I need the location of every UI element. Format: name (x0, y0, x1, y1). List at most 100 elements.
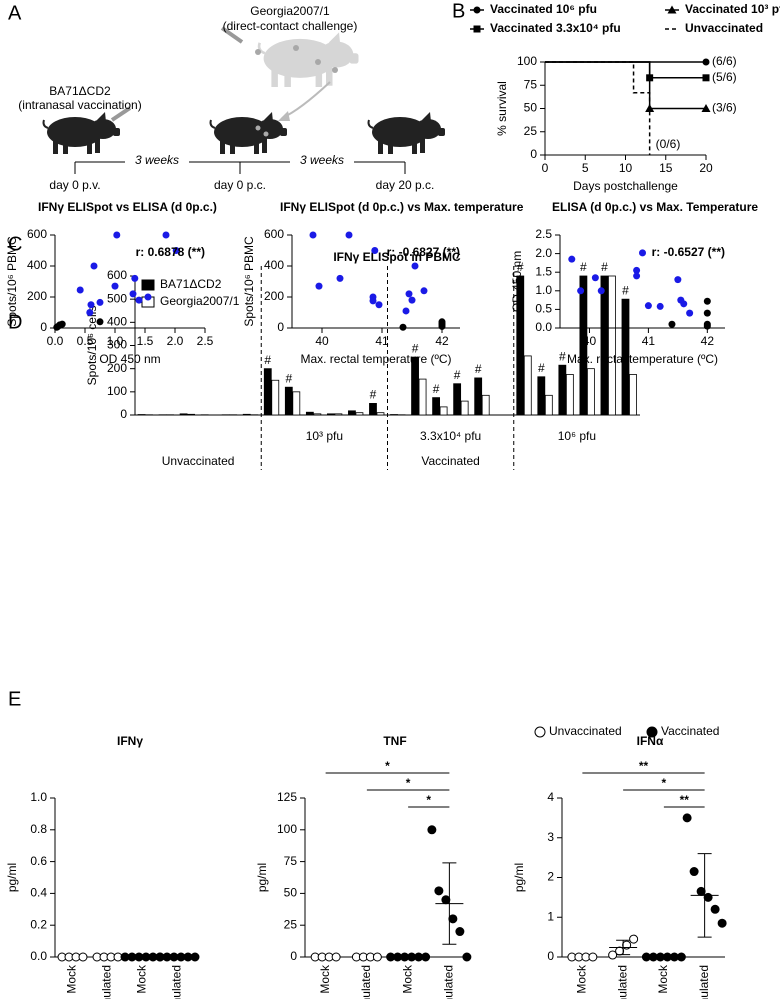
category-label: Stimulated (442, 965, 456, 999)
point (633, 272, 641, 280)
bar (537, 376, 546, 416)
legend-label: Georgia2007/1 (160, 294, 240, 308)
bar (411, 356, 419, 416)
point (674, 276, 682, 284)
pig (42, 111, 121, 155)
vaccination-diagram: 3 weeks 3 weeks day 0 p.v. day 0 p.c. da… (18, 4, 446, 192)
dot (331, 952, 341, 962)
bar (348, 410, 356, 416)
point (656, 302, 664, 310)
timepoint-label: day 0 p.v. (49, 178, 100, 192)
category-label: Mock (65, 964, 79, 994)
legend-marker (473, 25, 481, 33)
dot (710, 904, 720, 914)
y-tick-label: 400 (107, 315, 127, 329)
y-tick-label: 1 (547, 909, 554, 923)
comparison-label: * (662, 776, 667, 790)
bar (629, 374, 637, 416)
y-tick-label: 0.8 (30, 822, 47, 836)
x-tick-label: 2.5 (197, 334, 214, 348)
vaccine-strain: BA71ΔCD2 (49, 84, 111, 98)
bar (355, 412, 364, 416)
bar (579, 275, 588, 416)
bar (284, 386, 293, 416)
challenge-strain: Georgia2007/1 (250, 4, 330, 18)
y-tick-label: 0.4 (30, 886, 47, 900)
bar (481, 394, 490, 416)
point (131, 274, 139, 282)
pig (367, 111, 446, 155)
legend-label: Unvaccinated (549, 724, 622, 738)
y-tick-label: 600 (27, 227, 47, 241)
virus-dot (332, 67, 338, 73)
y-axis-label: % survival (495, 81, 509, 136)
significance-label: # (622, 283, 629, 297)
dot (629, 934, 639, 944)
point (703, 297, 711, 305)
survival-line (545, 61, 651, 155)
label-bg (125, 153, 189, 169)
category-label: Mock (135, 964, 149, 994)
survival-line (545, 61, 706, 110)
transmission-arrow (281, 81, 331, 119)
pig (209, 111, 288, 155)
error-bar (616, 939, 631, 956)
significance-label: # (580, 260, 587, 274)
y-tick-label: 400 (264, 258, 284, 272)
significance-label: # (264, 353, 271, 367)
legend-label: Vaccinated 3.3x10⁴ pfu (490, 21, 621, 35)
marker (702, 58, 710, 66)
point (162, 231, 170, 239)
dot (427, 825, 437, 835)
y-axis-label: pg/ml (255, 863, 269, 892)
point (144, 293, 152, 301)
chart-title: TNF (383, 734, 406, 748)
point (129, 290, 137, 298)
y-axis-label: Spots/10⁶ PBMC (242, 236, 256, 327)
point (375, 301, 383, 309)
point (644, 302, 652, 310)
dot (190, 952, 200, 962)
virus-dot (293, 45, 299, 51)
legend-label: Vaccinated 10³ pfu (685, 2, 780, 16)
syringe (110, 106, 132, 122)
y-tick-label: 3 (547, 830, 554, 844)
virus-dot (255, 49, 261, 55)
significance-label: # (601, 260, 608, 274)
dot (462, 952, 472, 962)
significance-label: # (412, 341, 419, 355)
supergroup-label: Vaccinated (421, 454, 479, 468)
x-tick-label: 40 (583, 334, 597, 348)
dot (588, 952, 598, 962)
x-axis-label: Max. rectal temperature (ºC) (567, 352, 718, 366)
legend-swatch (141, 279, 155, 291)
point (568, 255, 576, 263)
x-tick-label: 20 (699, 161, 713, 175)
category-label: Stimulated (697, 965, 711, 999)
category-label: Stimulated (100, 965, 114, 999)
bar (565, 374, 574, 416)
x-tick-label: 0 (542, 161, 549, 175)
point (135, 296, 143, 304)
point (591, 274, 599, 282)
point (405, 290, 413, 298)
category-label: Stimulated (615, 965, 629, 999)
bar (313, 413, 322, 416)
y-tick-label: 0 (40, 320, 47, 334)
y-tick-label: 0 (120, 407, 127, 421)
legend-marker (646, 726, 658, 738)
bar (187, 413, 196, 416)
y-tick-label: 0 (277, 320, 284, 334)
label-bg (290, 153, 354, 169)
dot (455, 927, 465, 937)
marker (702, 74, 710, 82)
dot (78, 952, 88, 962)
dot (717, 918, 727, 928)
y-tick-label: 0.2 (30, 917, 47, 931)
bar (305, 411, 314, 416)
y-tick-label: 0 (547, 949, 554, 963)
point (336, 274, 344, 282)
y-tick-label: 200 (264, 289, 284, 303)
y-tick-label: 50 (524, 101, 538, 115)
y-axis-label: pg/ml (5, 863, 19, 892)
